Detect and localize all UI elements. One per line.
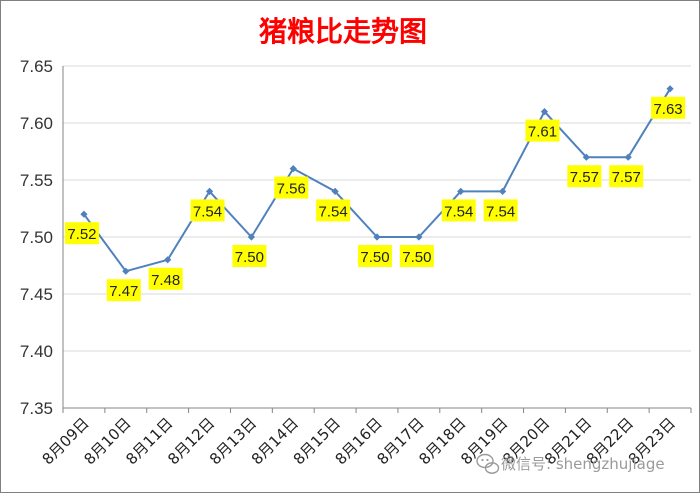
chart-title: 猪粮比走势图 — [259, 15, 427, 48]
data-point — [164, 256, 172, 264]
data-label: 7.50 — [358, 245, 392, 267]
data-label-text: 7.56 — [277, 181, 306, 198]
data-point — [457, 187, 465, 195]
data-label-box — [567, 165, 602, 188]
data-label-box — [651, 96, 686, 119]
data-label-box — [399, 245, 434, 267]
data-label-box — [316, 199, 351, 222]
data-label-box — [106, 279, 141, 302]
data-label-text: 7.50 — [402, 249, 431, 266]
data-label-text: 7.61 — [528, 124, 557, 141]
data-label-box — [441, 199, 476, 222]
data-point — [666, 85, 674, 93]
data-label: 7.50 — [399, 245, 434, 267]
y-tick-label: 7.40 — [20, 342, 53, 361]
data-label-box — [483, 199, 518, 222]
data-label-text: 7.47 — [109, 283, 138, 300]
data-label-text: 7.54 — [444, 203, 473, 220]
data-label: 7.54 — [190, 199, 225, 222]
gridlines — [63, 65, 691, 409]
wechat-icon — [476, 453, 500, 474]
data-label-box — [64, 222, 99, 245]
watermark: 微信号: shengzhujiage — [476, 453, 665, 474]
data-label-text: 7.54 — [486, 203, 515, 220]
data-point — [122, 267, 130, 275]
data-label-text: 7.50 — [360, 249, 389, 266]
data-label: 7.54 — [483, 199, 518, 222]
data-point — [499, 187, 507, 195]
watermark-text: 微信号: shengzhujiage — [501, 455, 665, 473]
y-tick-label: 7.65 — [20, 57, 53, 76]
data-label: 7.47 — [106, 279, 141, 302]
data-point — [624, 153, 632, 161]
data-point — [289, 165, 297, 173]
data-label-text: 7.54 — [319, 203, 348, 220]
data-label-box — [609, 165, 644, 188]
data-label-text: 7.54 — [193, 203, 222, 220]
data-label-box — [232, 245, 267, 267]
data-point — [247, 233, 255, 241]
data-labels: 7.52 7.47 7.48 7.54 7.50 7.56 7.54 7.50 7.50 7.54… — [64, 96, 686, 302]
data-label-text: 7.50 — [235, 249, 264, 266]
data-label: 7.61 — [525, 119, 560, 142]
data-label-box — [274, 176, 309, 199]
data-label: 7.52 — [64, 222, 99, 245]
data-point — [582, 153, 590, 161]
data-label: 7.57 — [567, 165, 602, 188]
y-tick-label: 7.50 — [20, 228, 53, 247]
y-tick-label: 7.35 — [20, 399, 53, 418]
data-label: 7.63 — [651, 96, 686, 119]
data-label-text: 7.57 — [570, 169, 599, 186]
data-label-box — [148, 267, 183, 290]
y-tick-label: 7.55 — [20, 171, 53, 190]
y-tick-label: 7.60 — [20, 114, 53, 133]
data-point — [415, 233, 423, 241]
data-label: 7.50 — [232, 245, 267, 267]
data-point — [373, 233, 381, 241]
data-label-text: 7.48 — [151, 272, 180, 289]
data-label-box — [358, 245, 392, 267]
data-point — [540, 108, 549, 116]
data-label-text: 7.57 — [612, 169, 641, 186]
data-point — [331, 187, 339, 195]
data-label-text: 7.63 — [653, 101, 682, 118]
data-label: 7.54 — [316, 199, 351, 222]
series-line — [80, 85, 674, 275]
data-label: 7.57 — [609, 165, 644, 188]
data-label: 7.54 — [441, 199, 476, 222]
axes — [62, 66, 692, 413]
data-label-text: 7.52 — [67, 226, 96, 243]
data-point — [80, 210, 88, 218]
data-label-box — [190, 199, 225, 222]
y-tick-label: 7.45 — [20, 285, 53, 304]
data-label: 7.48 — [148, 267, 183, 290]
data-label-box — [525, 119, 560, 142]
y-axis-tick-labels: 7.35 7.40 7.45 7.50 7.55 7.60 7.65 — [20, 57, 53, 418]
data-label: 7.56 — [274, 176, 309, 199]
data-point — [205, 187, 214, 195]
